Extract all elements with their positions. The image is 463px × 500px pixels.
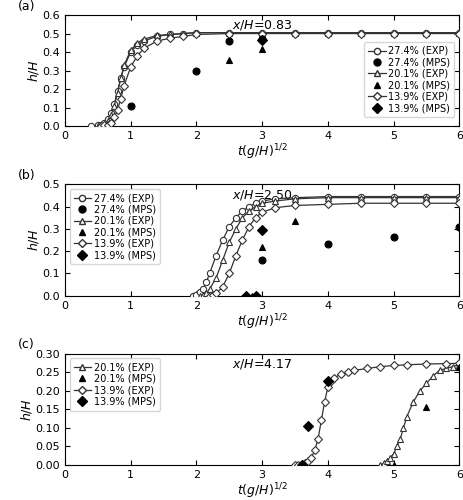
Text: $x/H$=0.83: $x/H$=0.83	[232, 18, 292, 32]
Y-axis label: $h/H$: $h/H$	[19, 398, 34, 421]
Y-axis label: $h/H$: $h/H$	[26, 228, 41, 252]
Text: (a): (a)	[18, 0, 35, 13]
Y-axis label: $h/H$: $h/H$	[26, 59, 41, 82]
Legend: 27.4% (EXP), 27.4% (MPS), 20.1% (EXP), 20.1% (MPS), 13.9% (EXP), 13.9% (MPS): 27.4% (EXP), 27.4% (MPS), 20.1% (EXP), 2…	[69, 189, 160, 264]
Text: (b): (b)	[18, 169, 35, 182]
X-axis label: $t(g/H)^{1/2}$: $t(g/H)^{1/2}$	[236, 312, 287, 332]
Text: $x/H$=4.17: $x/H$=4.17	[232, 357, 292, 371]
Text: $x/H$=2.50: $x/H$=2.50	[232, 188, 292, 202]
Text: (c): (c)	[18, 338, 34, 351]
X-axis label: $t(g/H)^{1/2}$: $t(g/H)^{1/2}$	[236, 142, 287, 162]
Legend: 20.1% (EXP), 20.1% (MPS), 13.9% (EXP), 13.9% (MPS): 20.1% (EXP), 20.1% (MPS), 13.9% (EXP), 1…	[69, 358, 160, 410]
X-axis label: $t(g/H)^{1/2}$: $t(g/H)^{1/2}$	[236, 481, 287, 500]
Legend: 27.4% (EXP), 27.4% (MPS), 20.1% (EXP), 20.1% (MPS), 13.9% (EXP), 13.9% (MPS): 27.4% (EXP), 27.4% (MPS), 20.1% (EXP), 2…	[363, 42, 454, 117]
